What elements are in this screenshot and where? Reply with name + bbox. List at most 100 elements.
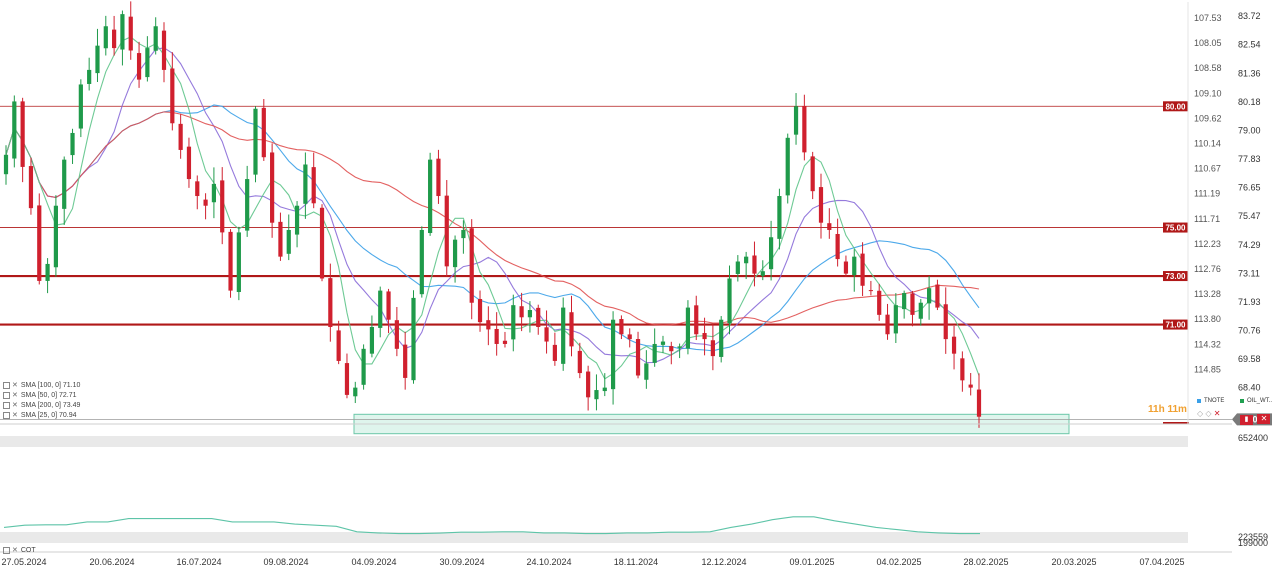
candle-body-53 — [444, 195, 449, 267]
candle-body-13 — [112, 29, 117, 49]
countdown-timer: 11h 11m — [1148, 404, 1187, 415]
right-axis-tick-3: 80.18 — [1238, 97, 1261, 107]
indicator-settings-icon[interactable] — [3, 402, 10, 409]
candle-body-71 — [594, 390, 599, 400]
left-axis-tick-1: 108.05 — [1194, 38, 1222, 48]
left-axis-tick-7: 111.19 — [1194, 189, 1220, 199]
candle-body-11 — [95, 45, 100, 74]
sma-line-2 — [5, 111, 980, 326]
candle-body-2 — [20, 101, 25, 167]
chart-type-icon[interactable]: ▮ — [1240, 415, 1253, 425]
candle-body-1 — [12, 101, 17, 159]
indicator-settings-icon[interactable] — [3, 392, 10, 399]
candle-body-99 — [827, 223, 832, 230]
left-axis-tick-4: 109.62 — [1194, 113, 1222, 123]
candle-body-39 — [328, 278, 333, 327]
level-tag-text-3: 71.00 — [1165, 321, 1186, 330]
candle-body-52 — [436, 158, 441, 197]
candle-body-67 — [561, 307, 566, 364]
candle-body-78 — [652, 343, 657, 363]
x-axis-label-3: 09.08.2024 — [263, 557, 308, 567]
indicator-remove-icon[interactable]: ✕ — [12, 392, 18, 399]
level-tag-text-1: 75.00 — [1165, 224, 1186, 233]
left-axis-tick-11: 113.28 — [1194, 289, 1221, 299]
symbol-tnote[interactable]: TNOTE — [1197, 398, 1224, 404]
candle-body-19 — [161, 30, 167, 70]
legend-row-1[interactable]: ✕ SMA [50, 0] 72.71 — [3, 391, 77, 400]
symbol-tnote-controls[interactable]: ◇ ◇ ✕ — [1197, 409, 1221, 418]
candle-body-114 — [951, 336, 957, 354]
cot-remove-icon[interactable]: ✕ — [12, 547, 18, 554]
candles — [3, 1, 982, 428]
left-axis-tick-0: 107.53 — [1194, 13, 1222, 23]
cot-band-top — [0, 436, 1188, 447]
candle-body-98 — [818, 187, 824, 223]
candle-body-102 — [852, 256, 857, 276]
candle-body-86 — [719, 319, 724, 357]
candle-body-82 — [685, 307, 691, 349]
candle-body-88 — [735, 261, 740, 274]
candle-body-51 — [428, 159, 433, 234]
candle-body-58 — [486, 320, 491, 330]
symbol-oil[interactable]: OIL_WT.. — [1240, 398, 1272, 404]
legend-label: SMA [200, 0] 73.49 — [20, 402, 81, 409]
left-axis-tick-5: 110.14 — [1194, 139, 1221, 149]
candle-body-36 — [303, 164, 308, 204]
candle-body-116 — [968, 384, 973, 388]
candle-body-74 — [619, 319, 624, 335]
right-axis-tick-13: 68.40 — [1238, 383, 1261, 393]
legend-label: SMA [100, 0] 71.10 — [20, 382, 81, 389]
symbol-oil-controls[interactable]: ▮ ✕ — [1240, 408, 1271, 426]
candle-body-94 — [785, 137, 790, 196]
legend-label: SMA [25, 0] 70.94 — [20, 412, 77, 419]
legend-row-3[interactable]: ✕ SMA [25, 0] 70.94 — [3, 411, 77, 420]
sma-line-1 — [5, 47, 980, 364]
cot-settings-icon[interactable] — [3, 546, 10, 554]
candle-body-117 — [976, 389, 982, 417]
candle-body-113 — [943, 304, 948, 340]
candle-body-96 — [802, 106, 807, 153]
candle-body-10 — [87, 69, 92, 84]
sma-lines — [5, 36, 980, 380]
candle-body-30 — [253, 108, 258, 175]
candle-body-57 — [477, 298, 483, 323]
right-price-axis: 83.72 82.54 81.36 80.18 79.00 77.83 76.65 75.47… — [1238, 11, 1261, 393]
candle-body-38 — [319, 207, 325, 279]
right-axis-tick-4: 79.00 — [1238, 126, 1261, 136]
indicator-remove-icon[interactable]: ✕ — [12, 412, 18, 419]
right-axis-tick-10: 71.93 — [1238, 297, 1261, 307]
indicator-remove-icon[interactable]: ✕ — [12, 382, 18, 389]
left-axis-tick-9: 112.23 — [1194, 239, 1221, 249]
sma-line-0 — [5, 104, 980, 352]
candle-body-48 — [403, 344, 408, 378]
symbol-oil-label: OIL_WT.. — [1247, 398, 1273, 404]
legend-row-2[interactable]: ✕ SMA [200, 0] 73.49 — [3, 401, 80, 410]
candle-body-93 — [777, 196, 782, 239]
indicator-remove-icon[interactable]: ✕ — [12, 402, 18, 409]
indicator-settings-icon[interactable] — [3, 382, 10, 389]
candle-body-68 — [569, 312, 574, 347]
candle-body-0 — [3, 154, 9, 175]
legend-row-0[interactable]: ✕ SMA [100, 0] 71.10 — [3, 381, 80, 390]
cot-line — [3, 516, 980, 535]
candle-body-26 — [220, 180, 225, 233]
right-axis-tick-0: 83.72 — [1238, 11, 1261, 21]
candle-body-62 — [519, 306, 524, 318]
candle-body-41 — [344, 363, 350, 395]
left-axis-tick-8: 111.71 — [1194, 214, 1220, 224]
candle-body-8 — [70, 132, 75, 156]
level-tag-bg-2 — [1163, 271, 1188, 282]
level-tag-text-2: 73.00 — [1165, 272, 1186, 281]
candle-body-65 — [544, 327, 549, 342]
x-axis-label-7: 18.11.2024 — [614, 557, 658, 567]
candle-body-59 — [494, 328, 499, 344]
close-icon[interactable]: ✕ — [1257, 414, 1271, 424]
candle-body-80 — [669, 346, 674, 352]
indicator-settings-icon[interactable] — [3, 412, 10, 419]
right-axis-tick-7: 75.47 — [1238, 211, 1261, 221]
x-axis-label-10: 04.02.2025 — [876, 557, 921, 567]
candle-body-16 — [136, 53, 142, 80]
candle-body-101 — [843, 261, 849, 274]
candle-body-108 — [902, 293, 907, 310]
